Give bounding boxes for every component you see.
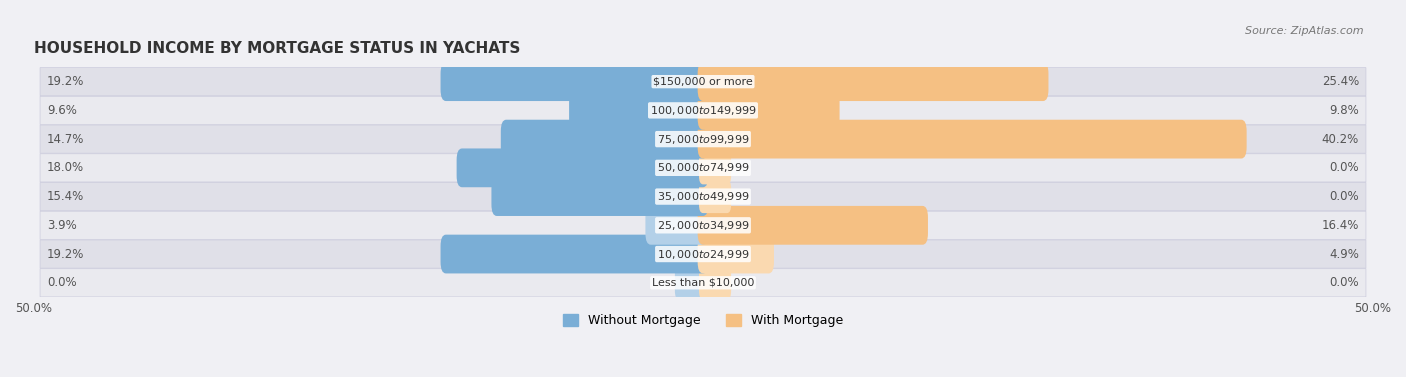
FancyBboxPatch shape [697, 206, 928, 245]
FancyBboxPatch shape [699, 151, 731, 184]
Text: 9.6%: 9.6% [46, 104, 77, 117]
FancyBboxPatch shape [440, 234, 709, 273]
FancyBboxPatch shape [39, 211, 1367, 239]
Legend: Without Mortgage, With Mortgage: Without Mortgage, With Mortgage [558, 309, 848, 332]
Text: 0.0%: 0.0% [46, 276, 76, 289]
Text: 14.7%: 14.7% [46, 133, 84, 146]
Text: $75,000 to $99,999: $75,000 to $99,999 [657, 133, 749, 146]
FancyBboxPatch shape [697, 62, 1049, 101]
Text: $35,000 to $49,999: $35,000 to $49,999 [657, 190, 749, 203]
Text: Less than $10,000: Less than $10,000 [652, 278, 754, 288]
FancyBboxPatch shape [39, 182, 1367, 211]
Text: 40.2%: 40.2% [1322, 133, 1360, 146]
FancyBboxPatch shape [39, 154, 1367, 182]
Text: 19.2%: 19.2% [46, 248, 84, 261]
Text: 25.4%: 25.4% [1322, 75, 1360, 88]
Text: $50,000 to $74,999: $50,000 to $74,999 [657, 161, 749, 174]
FancyBboxPatch shape [645, 206, 709, 245]
Text: 0.0%: 0.0% [1330, 161, 1360, 174]
FancyBboxPatch shape [39, 96, 1367, 124]
FancyBboxPatch shape [39, 125, 1367, 153]
Text: 0.0%: 0.0% [1330, 190, 1360, 203]
Text: 16.4%: 16.4% [1322, 219, 1360, 232]
FancyBboxPatch shape [492, 177, 709, 216]
FancyBboxPatch shape [39, 269, 1367, 297]
Text: $150,000 or more: $150,000 or more [654, 77, 752, 87]
Text: 3.9%: 3.9% [46, 219, 77, 232]
FancyBboxPatch shape [501, 120, 709, 158]
FancyBboxPatch shape [699, 180, 731, 213]
FancyBboxPatch shape [39, 240, 1367, 268]
Text: 19.2%: 19.2% [46, 75, 84, 88]
FancyBboxPatch shape [440, 62, 709, 101]
Text: 0.0%: 0.0% [1330, 276, 1360, 289]
Text: 15.4%: 15.4% [46, 190, 84, 203]
Text: $10,000 to $24,999: $10,000 to $24,999 [657, 248, 749, 261]
FancyBboxPatch shape [457, 149, 709, 187]
Text: 4.9%: 4.9% [1329, 248, 1360, 261]
FancyBboxPatch shape [675, 266, 707, 299]
FancyBboxPatch shape [697, 234, 773, 273]
Text: $100,000 to $149,999: $100,000 to $149,999 [650, 104, 756, 117]
FancyBboxPatch shape [697, 120, 1247, 158]
Text: HOUSEHOLD INCOME BY MORTGAGE STATUS IN YACHATS: HOUSEHOLD INCOME BY MORTGAGE STATUS IN Y… [34, 41, 520, 57]
FancyBboxPatch shape [699, 266, 731, 299]
FancyBboxPatch shape [569, 91, 709, 130]
FancyBboxPatch shape [697, 91, 839, 130]
Text: $25,000 to $34,999: $25,000 to $34,999 [657, 219, 749, 232]
Text: 9.8%: 9.8% [1329, 104, 1360, 117]
Text: Source: ZipAtlas.com: Source: ZipAtlas.com [1246, 26, 1364, 37]
FancyBboxPatch shape [39, 67, 1367, 96]
Text: 18.0%: 18.0% [46, 161, 84, 174]
